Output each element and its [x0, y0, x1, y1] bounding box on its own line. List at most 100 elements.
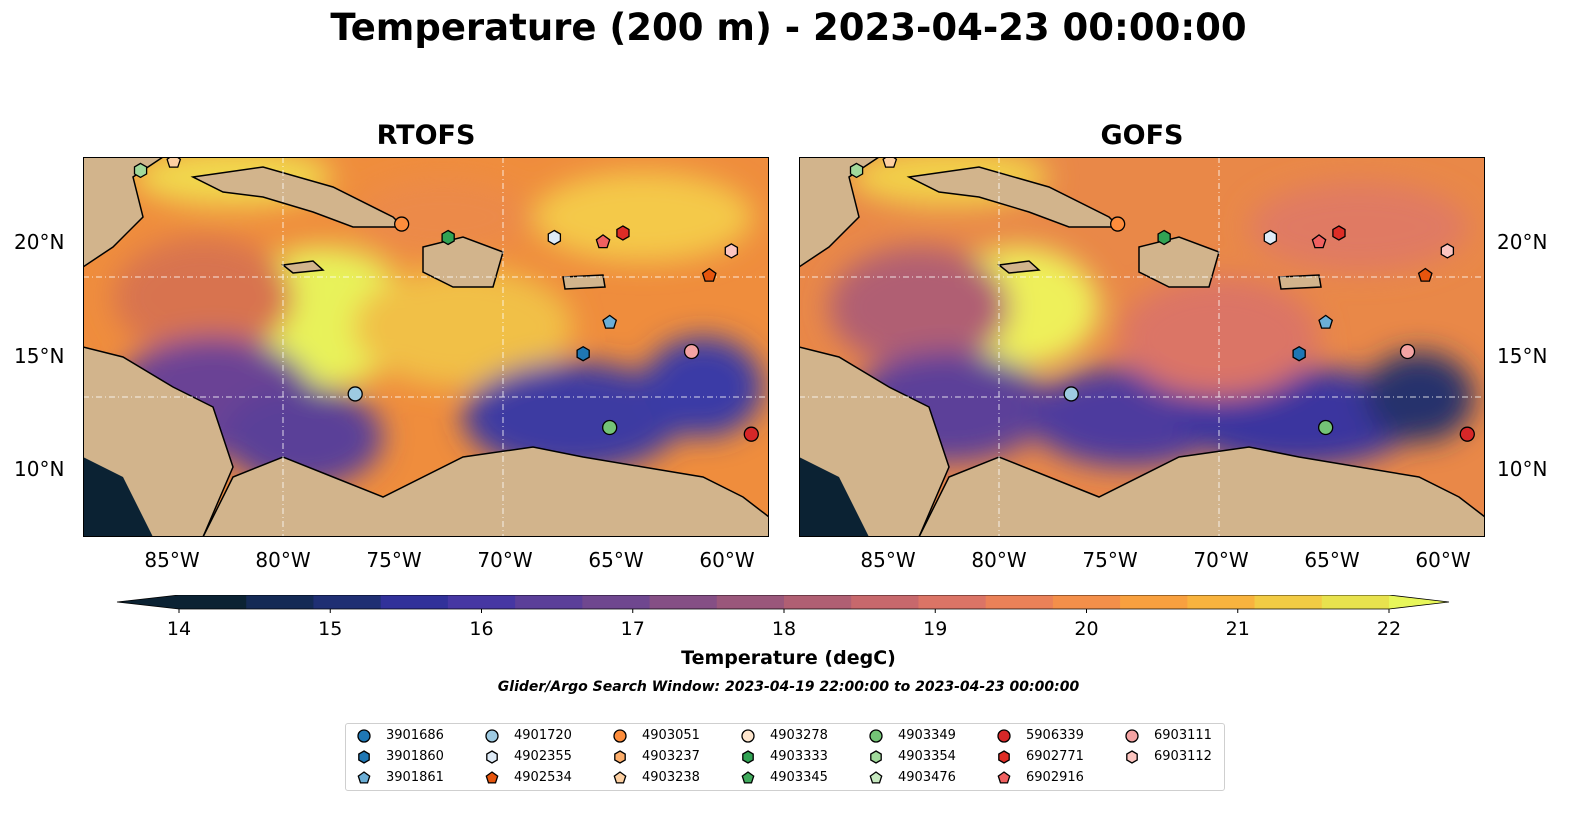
lat-label-20n-right: 20°N [1497, 230, 1548, 254]
legend-marker-icon [742, 750, 754, 764]
colorbar-segment [851, 595, 919, 609]
legend-label: 4903278 [770, 728, 828, 743]
colorbar-tick-label: 20 [1074, 618, 1098, 640]
figure-title: Temperature (200 m) - 2023-04-23 00:00:0… [330, 6, 1247, 49]
temperature-field [113, 157, 763, 487]
cuba-land [906, 166, 1121, 228]
panel-title-gofs: GOFS [1100, 120, 1184, 151]
legend-marker-icon [614, 750, 626, 764]
colorbar-segment [1120, 595, 1188, 609]
float-marker [394, 216, 410, 232]
float-marker [441, 229, 455, 246]
legend-marker-icon [741, 729, 755, 743]
legend: 3901686 3901860 3901861 4901720 4902355 49025… [345, 723, 1225, 791]
legend-marker-icon [485, 729, 499, 743]
float-marker [683, 343, 700, 360]
hispaniola-land [422, 236, 504, 288]
legend-marker-icon [357, 729, 371, 743]
legend-label: 6903112 [1154, 749, 1212, 764]
colorbar-tick-label: 14 [167, 618, 191, 640]
float-marker [347, 386, 363, 402]
lat-label-15n-right: 15°N [1497, 344, 1548, 368]
float-marker [1459, 426, 1475, 442]
colorbar-segment [447, 595, 516, 609]
legend-label: 4903051 [642, 728, 700, 743]
float-marker [1332, 225, 1346, 241]
legend-marker-icon [869, 729, 883, 743]
colorbar-segment [784, 595, 852, 609]
legend-marker-icon [998, 750, 1010, 764]
yucatan-land [799, 157, 881, 268]
colorbar-segment [313, 595, 382, 609]
colorbar-label: Temperature (degC) [681, 647, 896, 669]
lon-label-65w: 65°W [588, 548, 644, 572]
legend-label: 4903333 [770, 749, 828, 764]
float-marker [1157, 229, 1171, 246]
map-frame [799, 157, 1485, 537]
colorbar-tick-label: 16 [469, 618, 493, 640]
legend-label: 4903238 [642, 770, 700, 785]
colorbar-segment [1052, 595, 1121, 609]
float-marker [1417, 267, 1433, 282]
legend-label: 4903476 [898, 770, 956, 785]
map-panel-gofs[interactable] [799, 157, 1485, 537]
legend-label: 5906339 [1026, 728, 1084, 743]
float-marker [1318, 314, 1334, 329]
puerto-rico-land [562, 274, 606, 290]
colorbar-segment [179, 595, 247, 609]
lon-label-65w-gofs: 65°W [1304, 548, 1360, 572]
legend-label: 4902355 [514, 749, 572, 764]
legend-marker-icon [1126, 750, 1138, 764]
colorbar-segment [918, 595, 987, 609]
map-panel-rtofs[interactable] [83, 157, 769, 537]
float-marker [616, 225, 630, 241]
colorbar-segment [582, 595, 651, 609]
colorbar-under-arrow [117, 595, 179, 609]
yucatan-land [83, 157, 165, 268]
legend-label: 3901686 [386, 728, 444, 743]
lat-label-10n-right: 10°N [1497, 457, 1548, 481]
lon-label-75w: 75°W [366, 548, 422, 572]
colorbar-tick-label: 18 [772, 618, 796, 640]
float-marker [882, 157, 898, 168]
legend-marker-icon [358, 750, 370, 764]
float-marker [1318, 419, 1334, 436]
float-marker [1311, 234, 1327, 249]
colorbar-tick-label: 21 [1226, 618, 1250, 640]
lat-label-15n: 15°N [14, 344, 65, 368]
float-markers [849, 157, 1475, 442]
float-marker [595, 234, 611, 249]
hispaniola-land [1138, 236, 1220, 288]
legend-label: 6902916 [1026, 770, 1084, 785]
legend-marker-icon [485, 771, 499, 784]
south-america-land [918, 446, 1485, 537]
gridlines [83, 157, 769, 537]
lon-label-80w-gofs: 80°W [971, 548, 1027, 572]
float-marker [724, 243, 739, 259]
float-marker [602, 314, 618, 329]
colorbar-segment [649, 595, 718, 609]
map-frame [83, 157, 769, 537]
float-marker [849, 162, 864, 179]
gridlines [799, 157, 1485, 537]
legend-marker-icon [869, 771, 883, 784]
float-marker [166, 157, 182, 168]
legend-label: 4902534 [514, 770, 572, 785]
legend-label: 3901861 [386, 770, 444, 785]
panel-title-rtofs: RTOFS [376, 120, 476, 151]
legend-marker-icon [870, 750, 882, 764]
pacific-ocean [799, 457, 869, 537]
legend-label: 6903111 [1154, 728, 1212, 743]
puerto-rico-land [1278, 274, 1322, 290]
lon-label-70w: 70°W [477, 548, 533, 572]
float-marker [602, 419, 618, 436]
legend-label: 6902771 [1026, 749, 1084, 764]
legend-marker-icon [997, 729, 1011, 743]
search-window-caption: Glider/Argo Search Window: 2023-04-19 22… [497, 679, 1080, 695]
legend-label: 3901860 [386, 749, 444, 764]
colorbar-tick-label: 17 [621, 618, 645, 640]
lon-label-60w: 60°W [699, 548, 755, 572]
legend-label: 4903354 [898, 749, 956, 764]
cuba-land [190, 166, 405, 228]
legend-label: 4903237 [642, 749, 700, 764]
